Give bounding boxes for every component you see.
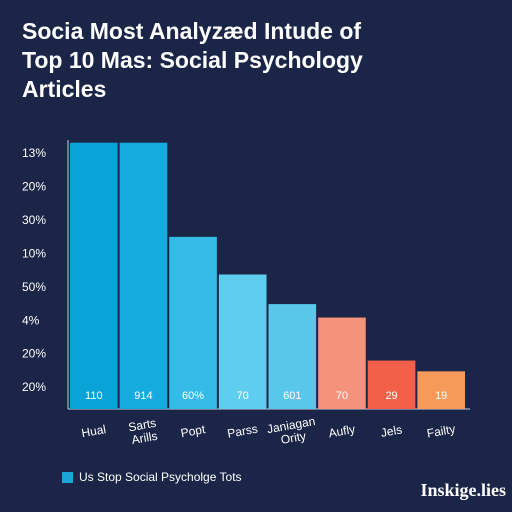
bar-label: 70 — [336, 390, 348, 402]
bar-label: 60% — [182, 390, 204, 402]
bar-label: 914 — [134, 390, 152, 402]
y-tick-label: 30% — [22, 213, 46, 227]
bar — [119, 142, 168, 409]
bar — [268, 304, 317, 409]
y-tick-label: 13% — [22, 146, 46, 160]
bar — [70, 142, 118, 409]
x-tick-label: Popt — [180, 422, 207, 440]
watermark: Inskige.lies — [420, 480, 506, 500]
y-tick-label: 20% — [22, 180, 46, 194]
bar — [218, 274, 267, 409]
y-tick-label: 4% — [22, 313, 40, 327]
y-tick-label: 10% — [22, 246, 46, 260]
bar-label: 70 — [237, 390, 249, 402]
x-tick-label: Jels — [380, 422, 403, 439]
bar — [417, 371, 465, 409]
bar-label: 29 — [385, 390, 397, 402]
bar-label: 110 — [85, 390, 103, 402]
bar-label: 601 — [283, 390, 301, 402]
legend-swatch — [62, 472, 73, 483]
y-tick-label: 20% — [22, 347, 46, 361]
bar — [367, 360, 416, 409]
bar — [169, 236, 217, 409]
x-tick-label: Aufly — [327, 422, 356, 440]
bar — [318, 317, 366, 409]
x-tick-label: JaniaganOrity — [266, 414, 319, 449]
x-tick-label: Failty — [426, 422, 457, 441]
x-tick-label: Hual — [80, 422, 107, 440]
chart-title: Articles — [22, 76, 106, 102]
y-tick-label: 20% — [22, 380, 46, 394]
chart-title: Top 10 Mas: Social Psychology — [22, 47, 363, 73]
chart-title: Socia Most Analyzæd Intude of — [22, 18, 361, 44]
bar-label: 19 — [435, 390, 447, 402]
x-tick-label: Parss — [226, 422, 259, 441]
y-tick-label: 50% — [22, 280, 46, 294]
legend-label: Us Stop Social Psycholge Tots — [79, 470, 242, 484]
x-tick-label: SartsArills — [127, 416, 159, 447]
